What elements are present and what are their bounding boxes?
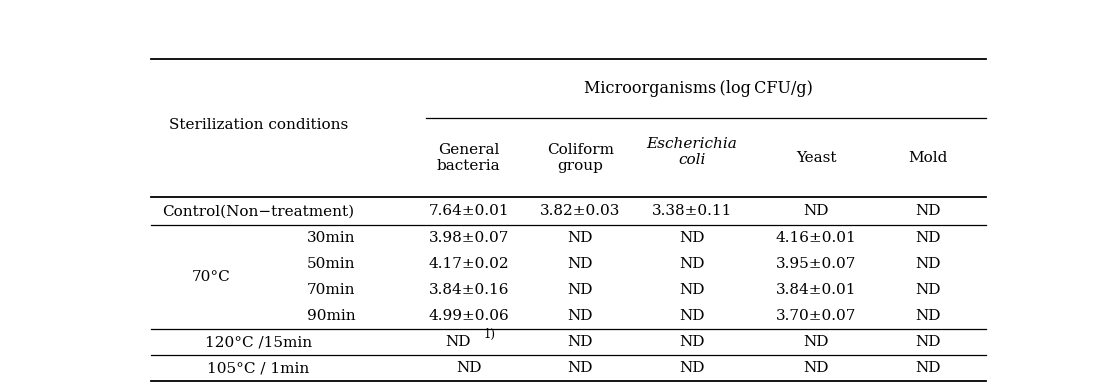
Text: ND: ND [456, 361, 482, 375]
Text: 3.95±0.07: 3.95±0.07 [776, 257, 857, 271]
Text: Yeast: Yeast [796, 151, 837, 165]
Text: ND: ND [804, 361, 829, 375]
Text: ND: ND [679, 361, 704, 375]
Text: ND: ND [914, 309, 941, 323]
Text: ND: ND [914, 231, 941, 245]
Text: 90min: 90min [307, 309, 355, 323]
Text: 1): 1) [484, 328, 496, 341]
Text: ND: ND [914, 361, 941, 375]
Text: 3.82±0.03: 3.82±0.03 [540, 204, 620, 218]
Text: ND: ND [568, 257, 593, 271]
Text: Coliform
group: Coliform group [547, 143, 613, 173]
Text: ND: ND [679, 335, 704, 349]
Text: Escherichia
coli: Escherichia coli [646, 137, 737, 167]
Text: 30min: 30min [307, 231, 355, 245]
Text: 70min: 70min [307, 283, 355, 297]
Text: 3.70±0.07: 3.70±0.07 [776, 309, 857, 323]
Text: 3.98±0.07: 3.98±0.07 [428, 231, 509, 245]
Text: ND: ND [679, 309, 704, 323]
Text: ND: ND [914, 257, 941, 271]
Text: 120°C /15min: 120°C /15min [205, 335, 312, 349]
Text: ND: ND [568, 283, 593, 297]
Text: ND: ND [804, 204, 829, 218]
Text: ND: ND [679, 231, 704, 245]
Text: 4.99±0.06: 4.99±0.06 [428, 309, 509, 323]
Text: ND: ND [914, 335, 941, 349]
Text: 3.38±0.11: 3.38±0.11 [652, 204, 732, 218]
Text: 70°C: 70°C [192, 270, 230, 284]
Text: 3.84±0.16: 3.84±0.16 [428, 283, 509, 297]
Text: ND: ND [446, 335, 472, 349]
Text: ND: ND [568, 335, 593, 349]
Text: ND: ND [914, 204, 941, 218]
Text: ND: ND [568, 309, 593, 323]
Text: Control(Non−treatment): Control(Non−treatment) [163, 204, 354, 218]
Text: ND: ND [679, 257, 704, 271]
Text: ND: ND [914, 283, 941, 297]
Text: 105°C / 1min: 105°C / 1min [207, 361, 310, 375]
Text: Microorganisms (log CFU/g): Microorganisms (log CFU/g) [583, 80, 813, 97]
Text: General
bacteria: General bacteria [437, 143, 500, 173]
Text: 3.84±0.01: 3.84±0.01 [776, 283, 857, 297]
Text: ND: ND [568, 361, 593, 375]
Text: Mold: Mold [908, 151, 948, 165]
Text: 7.64±0.01: 7.64±0.01 [428, 204, 509, 218]
Text: 50min: 50min [307, 257, 355, 271]
Text: 4.17±0.02: 4.17±0.02 [428, 257, 509, 271]
Text: ND: ND [804, 335, 829, 349]
Text: Sterilization conditions: Sterilization conditions [169, 118, 348, 132]
Text: ND: ND [679, 283, 704, 297]
Text: ND: ND [568, 231, 593, 245]
Text: 4.16±0.01: 4.16±0.01 [776, 231, 857, 245]
